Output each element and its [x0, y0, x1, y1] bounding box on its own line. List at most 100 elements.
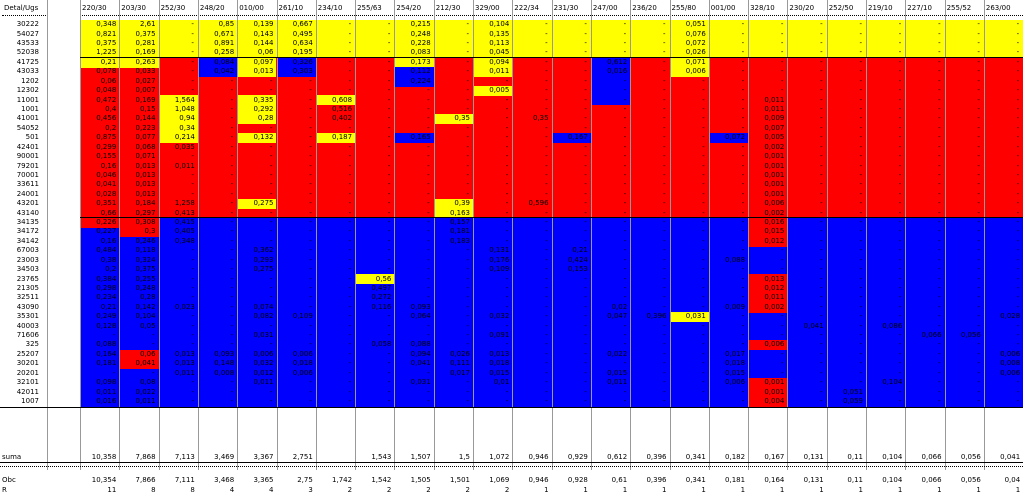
table-cell[interactable]: -: [623, 321, 627, 330]
table-cell[interactable]: -: [505, 189, 509, 198]
table-cell[interactable]: -: [584, 20, 587, 29]
table-cell[interactable]: 0,041: [96, 180, 117, 189]
table-cell[interactable]: -: [662, 255, 666, 264]
row-label[interactable]: 34172: [16, 227, 39, 236]
table-cell[interactable]: -: [466, 170, 469, 179]
table-cell[interactable]: 0,076: [685, 29, 706, 38]
table-cell[interactable]: -: [191, 312, 194, 321]
row-label[interactable]: 30201: [16, 359, 39, 368]
table-cell[interactable]: 0,299: [96, 142, 117, 151]
table-cell[interactable]: -: [820, 199, 823, 208]
table-cell[interactable]: -: [938, 29, 941, 38]
table-cell[interactable]: -: [859, 95, 862, 104]
column-header[interactable]: 255/52: [946, 3, 972, 12]
table-cell[interactable]: -: [741, 208, 745, 217]
table-cell[interactable]: -: [859, 133, 862, 142]
table-cell[interactable]: -: [545, 208, 548, 217]
table-cell[interactable]: -: [1016, 265, 1020, 274]
table-cell[interactable]: -: [662, 123, 666, 132]
table-cell[interactable]: -: [702, 142, 705, 151]
table-cell[interactable]: -: [859, 227, 862, 236]
table-cell[interactable]: 0,032: [253, 359, 274, 368]
table-cell[interactable]: -: [545, 368, 548, 377]
table-cell[interactable]: 0,011: [764, 95, 785, 104]
table-cell[interactable]: -: [859, 208, 862, 217]
table-cell[interactable]: 0,821: [96, 29, 117, 38]
table-cell[interactable]: -: [898, 114, 902, 123]
table-cell[interactable]: -: [269, 218, 273, 227]
table-cell[interactable]: -: [387, 321, 391, 330]
table-cell[interactable]: 0,008: [1000, 359, 1021, 368]
table-cell[interactable]: 0,013: [174, 349, 195, 358]
row-label[interactable]: 12302: [16, 86, 39, 95]
table-cell[interactable]: -: [820, 293, 823, 302]
table-cell[interactable]: 0,181: [449, 227, 470, 236]
table-cell[interactable]: -: [780, 359, 784, 368]
table-cell[interactable]: -: [820, 274, 823, 283]
row-label[interactable]: 21305: [16, 283, 39, 292]
table-cell[interactable]: -: [348, 312, 352, 321]
table-cell[interactable]: -: [702, 104, 705, 113]
table-cell[interactable]: 0,072: [685, 39, 706, 48]
table-cell[interactable]: 0,308: [135, 218, 156, 227]
table-cell[interactable]: -: [898, 368, 902, 377]
table-cell[interactable]: -: [938, 180, 941, 189]
table-cell[interactable]: -: [387, 218, 391, 227]
table-cell[interactable]: -: [309, 86, 312, 95]
table-cell[interactable]: -: [623, 397, 627, 405]
table-cell[interactable]: -: [348, 20, 352, 29]
table-cell[interactable]: -: [938, 340, 941, 349]
table-cell[interactable]: -: [1016, 199, 1020, 208]
table-cell[interactable]: 0,148: [214, 359, 235, 368]
table-cell[interactable]: 0,002: [764, 142, 785, 151]
row-label[interactable]: 33611: [16, 180, 39, 189]
table-cell[interactable]: -: [269, 76, 273, 85]
table-cell[interactable]: -: [780, 331, 784, 340]
table-cell[interactable]: -: [623, 29, 627, 38]
table-cell[interactable]: -: [1016, 331, 1020, 340]
table-cell[interactable]: -: [702, 199, 705, 208]
table-cell[interactable]: -: [348, 293, 352, 302]
table-cell[interactable]: -: [977, 123, 980, 132]
table-cell[interactable]: -: [820, 114, 823, 123]
table-cell[interactable]: 0,246: [135, 236, 156, 245]
table-cell[interactable]: -: [820, 161, 823, 170]
table-cell[interactable]: -: [977, 95, 980, 104]
table-cell[interactable]: -: [859, 180, 862, 189]
table-cell[interactable]: -: [348, 57, 352, 66]
table-cell[interactable]: 0,167: [567, 133, 588, 142]
table-cell[interactable]: 0,084: [214, 57, 235, 66]
table-cell[interactable]: -: [269, 86, 273, 95]
table-cell[interactable]: -: [584, 95, 587, 104]
table-cell[interactable]: -: [191, 293, 194, 302]
table-cell[interactable]: -: [938, 161, 941, 170]
table-cell[interactable]: -: [1016, 274, 1020, 283]
table-cell[interactable]: 0,34: [179, 123, 195, 132]
table-cell[interactable]: -: [623, 123, 627, 132]
table-cell[interactable]: -: [230, 170, 234, 179]
table-cell[interactable]: -: [191, 378, 194, 387]
table-cell[interactable]: 0,006: [685, 67, 706, 76]
table-cell[interactable]: 0,06: [140, 349, 156, 358]
table-cell[interactable]: -: [938, 321, 941, 330]
column-header[interactable]: 252/50: [828, 3, 854, 12]
table-cell[interactable]: -: [230, 218, 234, 227]
table-cell[interactable]: -: [898, 199, 902, 208]
table-cell[interactable]: -: [898, 180, 902, 189]
table-cell[interactable]: -: [348, 142, 352, 151]
table-cell[interactable]: -: [977, 218, 980, 227]
table-cell[interactable]: -: [859, 246, 862, 255]
table-cell[interactable]: -: [1016, 387, 1020, 396]
table-cell[interactable]: 0,298: [96, 283, 117, 292]
table-cell[interactable]: -: [191, 283, 194, 292]
table-cell[interactable]: -: [387, 67, 391, 76]
table-cell[interactable]: -: [387, 48, 391, 57]
column-header[interactable]: 220/30: [82, 3, 107, 12]
table-cell[interactable]: -: [309, 189, 312, 198]
row-label[interactable]: 34142: [16, 236, 39, 245]
table-cell[interactable]: -: [702, 368, 705, 377]
table-cell[interactable]: -: [269, 227, 273, 236]
table-cell[interactable]: -: [898, 142, 902, 151]
table-cell[interactable]: 0,28: [257, 114, 274, 123]
table-cell[interactable]: -: [820, 208, 823, 217]
